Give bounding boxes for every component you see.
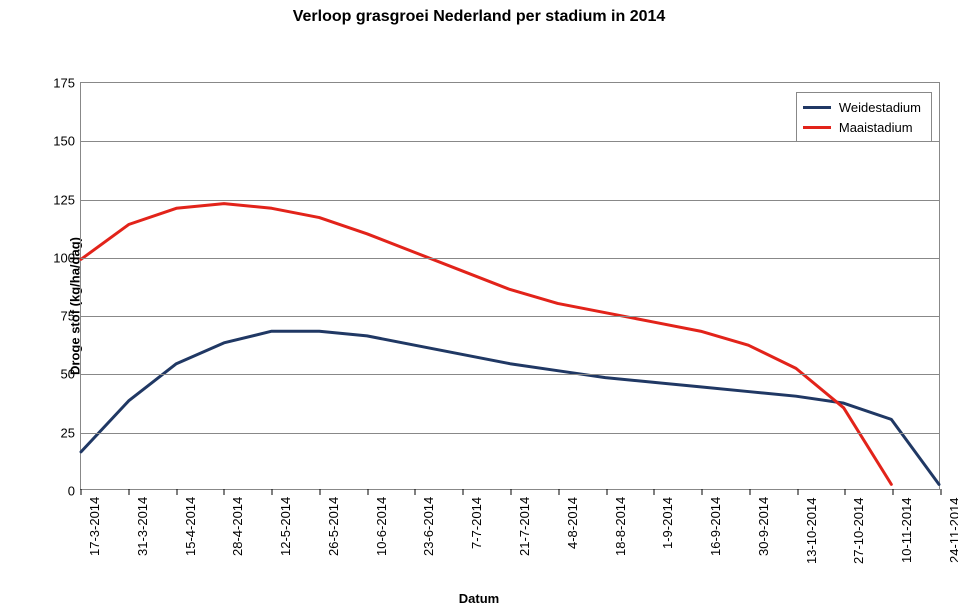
- y-tick-label: 0: [68, 484, 81, 499]
- series-line: [81, 204, 891, 485]
- y-tick-label: 100: [53, 250, 81, 265]
- legend-swatch: [803, 106, 831, 109]
- x-tick: [463, 489, 464, 495]
- series-line: [81, 331, 939, 484]
- x-tick: [702, 489, 703, 495]
- chart-title: Verloop grasgroei Nederland per stadium …: [0, 8, 958, 26]
- legend-label: Maaistadium: [839, 120, 913, 135]
- x-tick-label: 21-7-2014: [517, 497, 532, 556]
- x-tick: [319, 489, 320, 495]
- x-tick-label: 15-4-2014: [183, 497, 198, 556]
- gridline: [81, 258, 939, 259]
- x-tick-label: 1-9-2014: [660, 497, 675, 549]
- x-tick-label: 18-8-2014: [613, 497, 628, 556]
- y-tick-label: 75: [61, 309, 81, 324]
- legend-item: Maaistadium: [803, 117, 921, 137]
- chart-lines-svg: [81, 83, 939, 489]
- y-tick-label: 125: [53, 192, 81, 207]
- y-tick-label: 50: [61, 367, 81, 382]
- y-tick-label: 150: [53, 134, 81, 149]
- x-tick: [797, 489, 798, 495]
- x-tick-label: 28-4-2014: [230, 497, 245, 556]
- gridline: [81, 374, 939, 375]
- x-tick-label: 17-3-2014: [87, 497, 102, 556]
- gridline: [81, 433, 939, 434]
- gridline: [81, 316, 939, 317]
- chart-container: Verloop grasgroei Nederland per stadium …: [0, 0, 958, 612]
- x-tick-label: 16-9-2014: [708, 497, 723, 556]
- x-tick: [558, 489, 559, 495]
- y-tick-label: 25: [61, 425, 81, 440]
- y-tick-label: 175: [53, 76, 81, 91]
- x-tick: [654, 489, 655, 495]
- x-tick-label: 27-10-2014: [851, 498, 866, 565]
- x-tick: [81, 489, 82, 495]
- x-tick: [367, 489, 368, 495]
- x-tick-label: 24-11-2014: [947, 497, 958, 563]
- legend-label: Weidestadium: [839, 100, 921, 115]
- x-tick-label: 12-5-2014: [278, 497, 293, 556]
- x-tick-label: 10-11-2014: [899, 497, 914, 563]
- x-tick: [415, 489, 416, 495]
- x-tick-label: 10-6-2014: [374, 497, 389, 556]
- x-tick: [941, 489, 942, 495]
- legend-item: Weidestadium: [803, 97, 921, 117]
- x-tick-label: 7-7-2014: [469, 497, 484, 549]
- x-tick-label: 30-9-2014: [756, 497, 771, 556]
- legend-swatch: [803, 126, 831, 129]
- x-tick-label: 26-5-2014: [326, 497, 341, 556]
- x-tick: [128, 489, 129, 495]
- x-tick: [749, 489, 750, 495]
- x-tick-label: 4-8-2014: [565, 497, 580, 549]
- x-tick: [893, 489, 894, 495]
- x-axis-title: Datum: [0, 591, 958, 606]
- gridline: [81, 200, 939, 201]
- plot-area: 025507510012515017517-3-201431-3-201415-…: [80, 82, 940, 490]
- x-tick: [606, 489, 607, 495]
- x-tick-label: 23-6-2014: [421, 497, 436, 556]
- x-tick: [176, 489, 177, 495]
- x-tick: [224, 489, 225, 495]
- legend: Weidestadium Maaistadium: [796, 92, 932, 142]
- x-tick: [845, 489, 846, 495]
- x-tick: [511, 489, 512, 495]
- x-tick-label: 13-10-2014: [804, 498, 819, 565]
- x-tick: [272, 489, 273, 495]
- x-tick-label: 31-3-2014: [135, 497, 150, 556]
